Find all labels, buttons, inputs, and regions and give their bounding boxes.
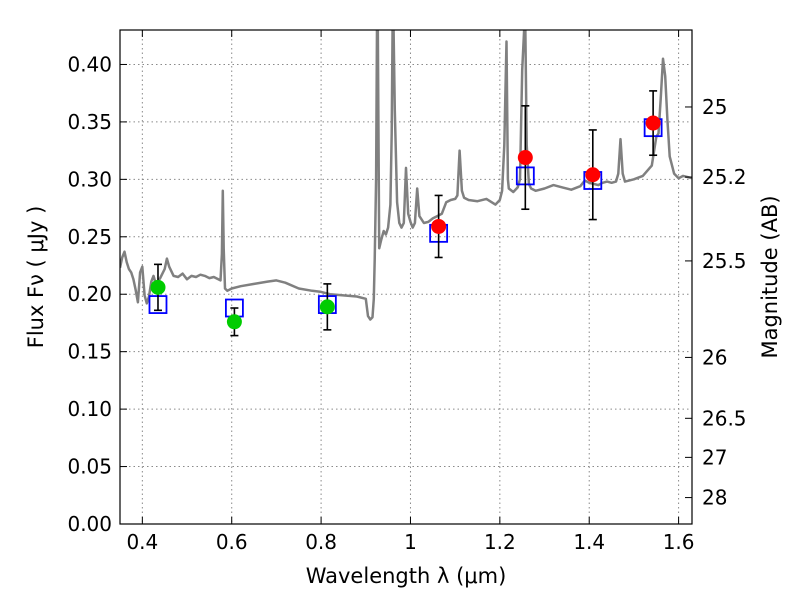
y-tick-label: 0.40: [67, 52, 112, 76]
y2-tick-label: 28: [702, 486, 727, 510]
y-tick-label: 0.35: [67, 110, 112, 134]
y2-tick-label: 25.5: [702, 249, 747, 273]
y2-tick-label: 25: [702, 95, 727, 119]
y-axis-label: Flux Fν ( μJy ): [24, 206, 48, 349]
x-tick-label: 0.8: [305, 530, 337, 554]
x-tick-label: 1.4: [573, 530, 605, 554]
y-tick-label: 0.05: [67, 455, 112, 479]
x-axis-label: Wavelength λ (μm): [306, 564, 507, 588]
x-tick-label: 0.6: [216, 530, 248, 554]
y2-axis-label: Magnitude (AB): [758, 195, 782, 358]
y-tick-label: 0.00: [67, 512, 112, 536]
x-tick-label: 1.2: [484, 530, 516, 554]
y-tick-label: 0.30: [67, 167, 112, 191]
observed-green-point: [319, 299, 335, 315]
axis-ticks: 0.4 0.6 0.8 1 1.2 1.4 1.6 0.00 0.05 0.10 0.15 0.20 0…: [67, 30, 747, 554]
y-tick-label: 0.25: [67, 225, 112, 249]
y-tick-label: 0.20: [67, 282, 112, 306]
plot-series: [120, 30, 692, 337]
y2-tick-label: 25.2: [702, 165, 747, 189]
observed-red-point: [645, 115, 661, 131]
x-tick-label: 0.4: [126, 530, 158, 554]
observed-red-point: [431, 218, 447, 234]
spectrum-line: [120, 30, 692, 321]
observed-green-point: [150, 279, 166, 295]
observed-green-point: [226, 314, 242, 330]
x-tick-label: 1.6: [663, 530, 695, 554]
observed-red-point: [585, 167, 601, 183]
y2-tick-label: 26: [702, 345, 727, 369]
y-tick-label: 0.15: [67, 340, 112, 364]
x-tick-label: 1: [404, 530, 417, 554]
y-tick-label: 0.10: [67, 397, 112, 421]
y2-tick-label: 27: [702, 445, 727, 469]
observed-red-point: [517, 150, 533, 166]
plot-frame: [119, 29, 693, 525]
y2-tick-label: 26.5: [702, 406, 747, 430]
